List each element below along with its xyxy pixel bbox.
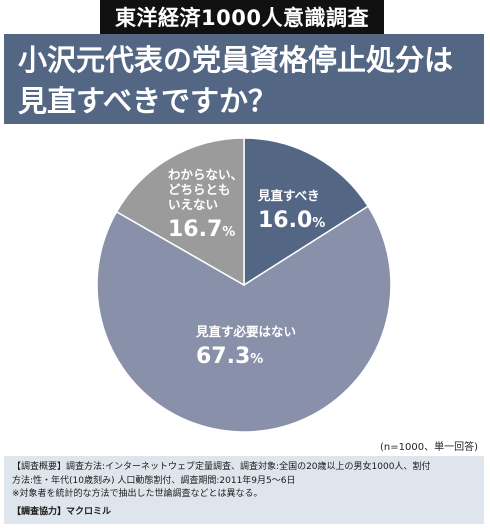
- slice-value-label: 16.7%: [168, 217, 235, 242]
- survey-credit: 【調査協力】マクロミル: [12, 506, 112, 517]
- slice-label: 見直す必要はない: [195, 324, 296, 339]
- slice-no-need: [96, 205, 392, 433]
- slice-label: わからない、: [168, 167, 243, 182]
- slice-unknown: [115, 137, 245, 287]
- chart-title-line-2: 見直すべきですか？: [18, 84, 277, 118]
- survey-method-line-1: 【調査概要】調査方法:インターネットウェブ定量調査、調査対象:全国の20歳以上の…: [12, 462, 431, 472]
- chart-title-line-1: 小沢元代表の党員資格停止処分は: [18, 43, 454, 77]
- slice-value-label: 16.0%: [258, 208, 325, 233]
- survey-notes: 【調査概要】調査方法:インターネットウェブ定量調査、調査対象:全国の20歳以上の…: [4, 456, 484, 524]
- slice-label: 見直すべき: [257, 188, 320, 203]
- survey-series-label: 東洋経済1000人意識調査: [100, 0, 384, 34]
- slice-should-review: [243, 137, 370, 287]
- slice-label: いえない: [168, 197, 218, 212]
- slice-value-label: 67.3%: [196, 344, 263, 369]
- chart-title-banner: 小沢元代表の党員資格停止処分は 見直すべきですか？: [4, 34, 484, 124]
- sample-size-note: (n=1000、単一回答): [380, 440, 478, 453]
- slice-label: どちらとも: [168, 182, 231, 197]
- survey-method-line-2: 方法:性・年代(10歳刻み) 人口動態割付、調査期間:2011年9月5～6日: [12, 475, 296, 486]
- survey-disclaimer: ※対象者を統計的な方法で抽出した世論調査などとは異なる。: [12, 489, 263, 499]
